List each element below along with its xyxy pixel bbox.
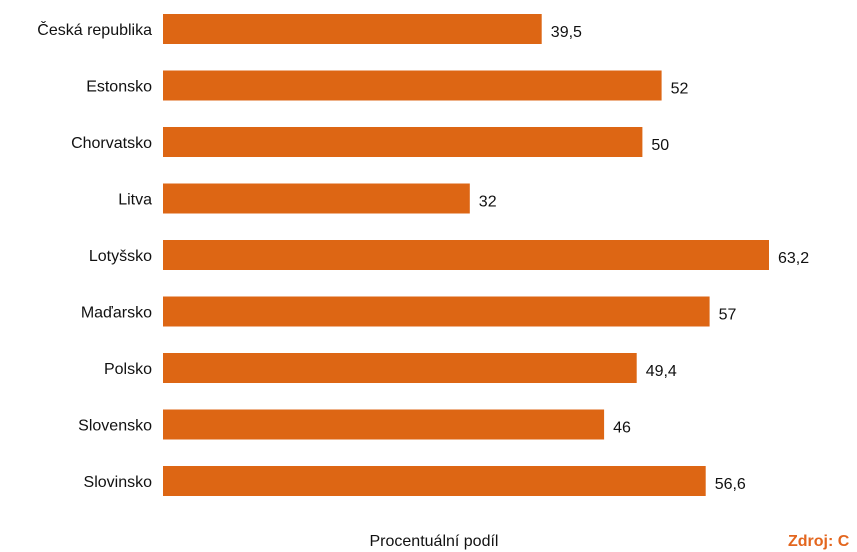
category-label: Lotyšsko [89,248,152,265]
category-label: Česká republika [37,20,152,39]
value-label: 52 [671,81,689,98]
x-axis-label: Procentuální podíl [370,533,499,550]
value-label: 39,5 [551,24,582,41]
category-labels: Česká republika Estonsko Chorvatsko Litva Lo… [37,20,152,491]
bar [163,296,710,327]
category-label: Maďarsko [81,305,152,322]
category-label: Estonsko [86,79,152,96]
bar [163,14,542,44]
bars [163,14,769,496]
bar [163,409,605,440]
bar [163,466,706,496]
category-label: Slovensko [78,418,152,435]
category-label: Litva [118,192,152,209]
value-labels: 39,5 52 50 32 63,2 57 49,4 46 56,6 [479,24,809,493]
value-label: 46 [613,420,631,437]
value-label: 50 [651,137,669,154]
category-label: Slovinsko [84,474,153,491]
bar [163,70,662,101]
bar [163,127,643,157]
value-label: 49,4 [646,363,677,380]
category-label: Polsko [104,361,152,378]
bar [163,353,637,383]
value-label: 32 [479,194,497,211]
value-label: 57 [719,307,737,324]
bar [163,183,470,214]
value-label: 56,6 [715,476,746,493]
value-label: 63,2 [778,250,809,267]
category-label: Chorvatsko [71,135,152,152]
bar [163,240,769,270]
source-label: Zdroj: C [788,533,850,550]
